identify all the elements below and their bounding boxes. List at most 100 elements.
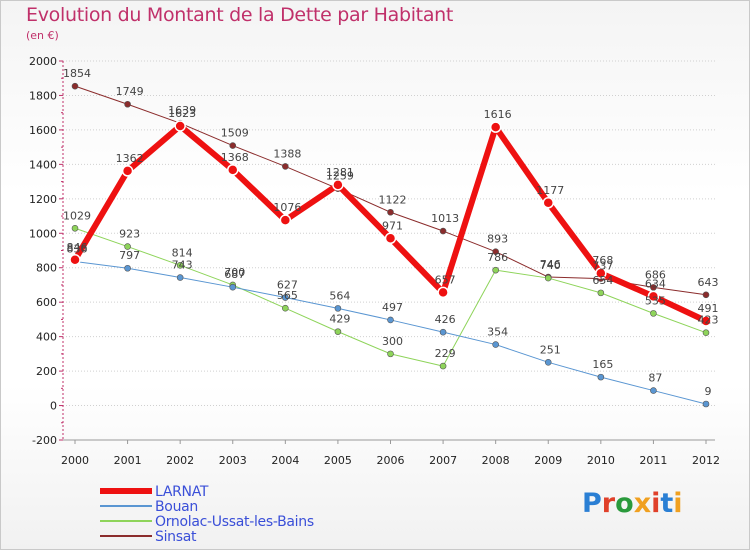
y-tick-label: 600 <box>36 296 57 309</box>
series-lines <box>69 82 712 408</box>
data-point-sinsat <box>702 291 710 299</box>
data-label-larnat: 971 <box>382 219 403 232</box>
data-point-ornolac-ussat-les-bains <box>439 362 447 370</box>
data-label-sinsat: 643 <box>698 276 719 289</box>
data-label-ornolac-ussat-les-bains: 300 <box>382 335 403 348</box>
data-label-ornolac-ussat-les-bains: 1029 <box>63 209 91 222</box>
x-tick-label: 2011 <box>639 454 667 467</box>
data-point-bouan <box>544 359 552 366</box>
x-tick-label: 2003 <box>219 454 247 467</box>
x-tick-label: 2000 <box>61 454 89 467</box>
data-point-larnat <box>595 267 607 279</box>
x-tick-label: 2009 <box>534 454 562 467</box>
data-point-bouan <box>650 387 657 394</box>
data-label-larnat: 1362 <box>116 152 144 165</box>
data-label-larnat: 491 <box>698 302 719 315</box>
data-point-sinsat <box>492 248 499 256</box>
data-point-larnat <box>279 214 292 226</box>
data-label-bouan: 627 <box>277 279 298 292</box>
logo-letter: o <box>615 488 634 519</box>
data-point-larnat <box>542 197 554 209</box>
y-tick-labels: -200 0 200 400 600 800 1000 1200 1400 1600 1800 200… <box>29 55 57 447</box>
data-label-larnat: 1177 <box>536 184 564 197</box>
data-label-sinsat: 1854 <box>63 67 91 80</box>
legend-item-ornolac: Ornolac-Ussat-les-Bains <box>100 514 400 530</box>
x-tick-label: 2004 <box>271 454 299 467</box>
x-tick-label: 2005 <box>324 454 352 467</box>
data-label-larnat: 657 <box>435 273 456 286</box>
x-tick-label: 2012 <box>692 454 720 467</box>
data-label-sinsat: 1122 <box>379 193 407 206</box>
legend-item-larnat: LARNAT <box>100 484 400 500</box>
data-label-ornolac-ussat-les-bains: 654 <box>592 274 613 287</box>
data-point-larnat <box>174 120 186 132</box>
x-tick-label: 2006 <box>377 454 405 467</box>
legend-label: Bouan <box>155 499 198 515</box>
data-point-ornolac-ussat-les-bains <box>544 274 552 282</box>
logo-letter: i <box>651 488 661 519</box>
data-point-bouan <box>229 283 237 291</box>
data-label-ornolac-ussat-les-bains: 565 <box>277 289 298 302</box>
data-label-sinsat: 1639 <box>168 104 196 117</box>
data-point-larnat <box>332 179 344 191</box>
y-tick-label: 800 <box>36 262 57 275</box>
data-label-larnat: 634 <box>645 277 666 290</box>
data-label-ornolac-ussat-les-bains: 423 <box>698 314 719 327</box>
legend-item-sinsat: Sinsat <box>100 529 400 545</box>
data-label-bouan: 426 <box>435 313 456 326</box>
data-point-sinsat <box>387 208 394 216</box>
data-point-larnat <box>437 286 449 299</box>
data-point-bouan <box>124 264 131 272</box>
logo-letter: r <box>601 488 616 519</box>
data-point-larnat <box>647 290 660 303</box>
data-label-sinsat: 893 <box>487 233 508 246</box>
x-tick-label: 2008 <box>482 454 510 467</box>
data-label-bouan: 165 <box>592 358 613 371</box>
data-label-sinsat: 1388 <box>273 147 301 160</box>
data-label-ornolac-ussat-les-bains: 700 <box>224 266 245 279</box>
data-label-sinsat: 1259 <box>326 170 354 183</box>
legend-item-bouan: Bouan <box>100 499 400 515</box>
y-tick-label: 400 <box>36 331 57 344</box>
data-label-sinsat: 1509 <box>221 127 249 140</box>
data-label-bouan: 797 <box>119 249 140 262</box>
x-tick-label: 2002 <box>166 454 194 467</box>
data-point-bouan <box>439 328 447 336</box>
data-label-bouan: 251 <box>540 343 561 356</box>
chart-title: Evolution du Montant de la Dette par Hab… <box>26 4 454 26</box>
data-label-larnat: 1281 <box>326 166 354 179</box>
data-label-bouan: 354 <box>487 326 508 339</box>
x-tick-labels: 2000 2001 2002 2003 2004 2005 2006 2007 2008 2009… <box>61 454 720 467</box>
data-labels: 1854 1749 1639 1509 1388 1259 1122 1013 893 746 73… <box>63 67 719 398</box>
data-point-bouan <box>282 294 289 301</box>
data-point-bouan <box>334 305 342 312</box>
legend-swatch <box>100 535 152 537</box>
data-point-ornolac-ussat-les-bains <box>71 224 79 232</box>
data-label-bouan: 9 <box>705 385 712 398</box>
legend-swatch <box>100 520 152 522</box>
x-tick-label: 2010 <box>587 454 615 467</box>
y-tick-label: -200 <box>32 434 57 447</box>
data-label-ornolac-ussat-les-bains: 429 <box>329 313 350 326</box>
data-label-bouan: 687 <box>224 268 245 281</box>
data-label-larnat: 768 <box>592 254 613 267</box>
data-point-larnat <box>700 315 712 327</box>
data-label-sinsat: 746 <box>540 258 561 271</box>
legend-label: Ornolac-Ussat-les-Bains <box>155 514 314 530</box>
data-label-bouan: 564 <box>329 289 350 302</box>
grid-lines <box>63 60 715 441</box>
data-point-bouan <box>702 400 710 408</box>
data-label-ornolac-ussat-les-bains: 923 <box>119 228 140 241</box>
data-point-larnat <box>384 232 397 245</box>
data-label-bouan: 497 <box>382 301 403 314</box>
proxiti-logo: Proxiti <box>582 488 683 519</box>
data-label-larnat: 1368 <box>221 151 249 164</box>
data-point-bouan <box>597 373 605 381</box>
data-point-ornolac-ussat-les-bains <box>702 329 710 336</box>
legend-label: LARNAT <box>155 484 209 500</box>
data-point-ornolac-ussat-les-bains <box>387 350 394 358</box>
data-point-sinsat <box>439 227 447 235</box>
data-label-larnat: 1616 <box>484 108 512 121</box>
data-point-larnat <box>121 165 134 177</box>
